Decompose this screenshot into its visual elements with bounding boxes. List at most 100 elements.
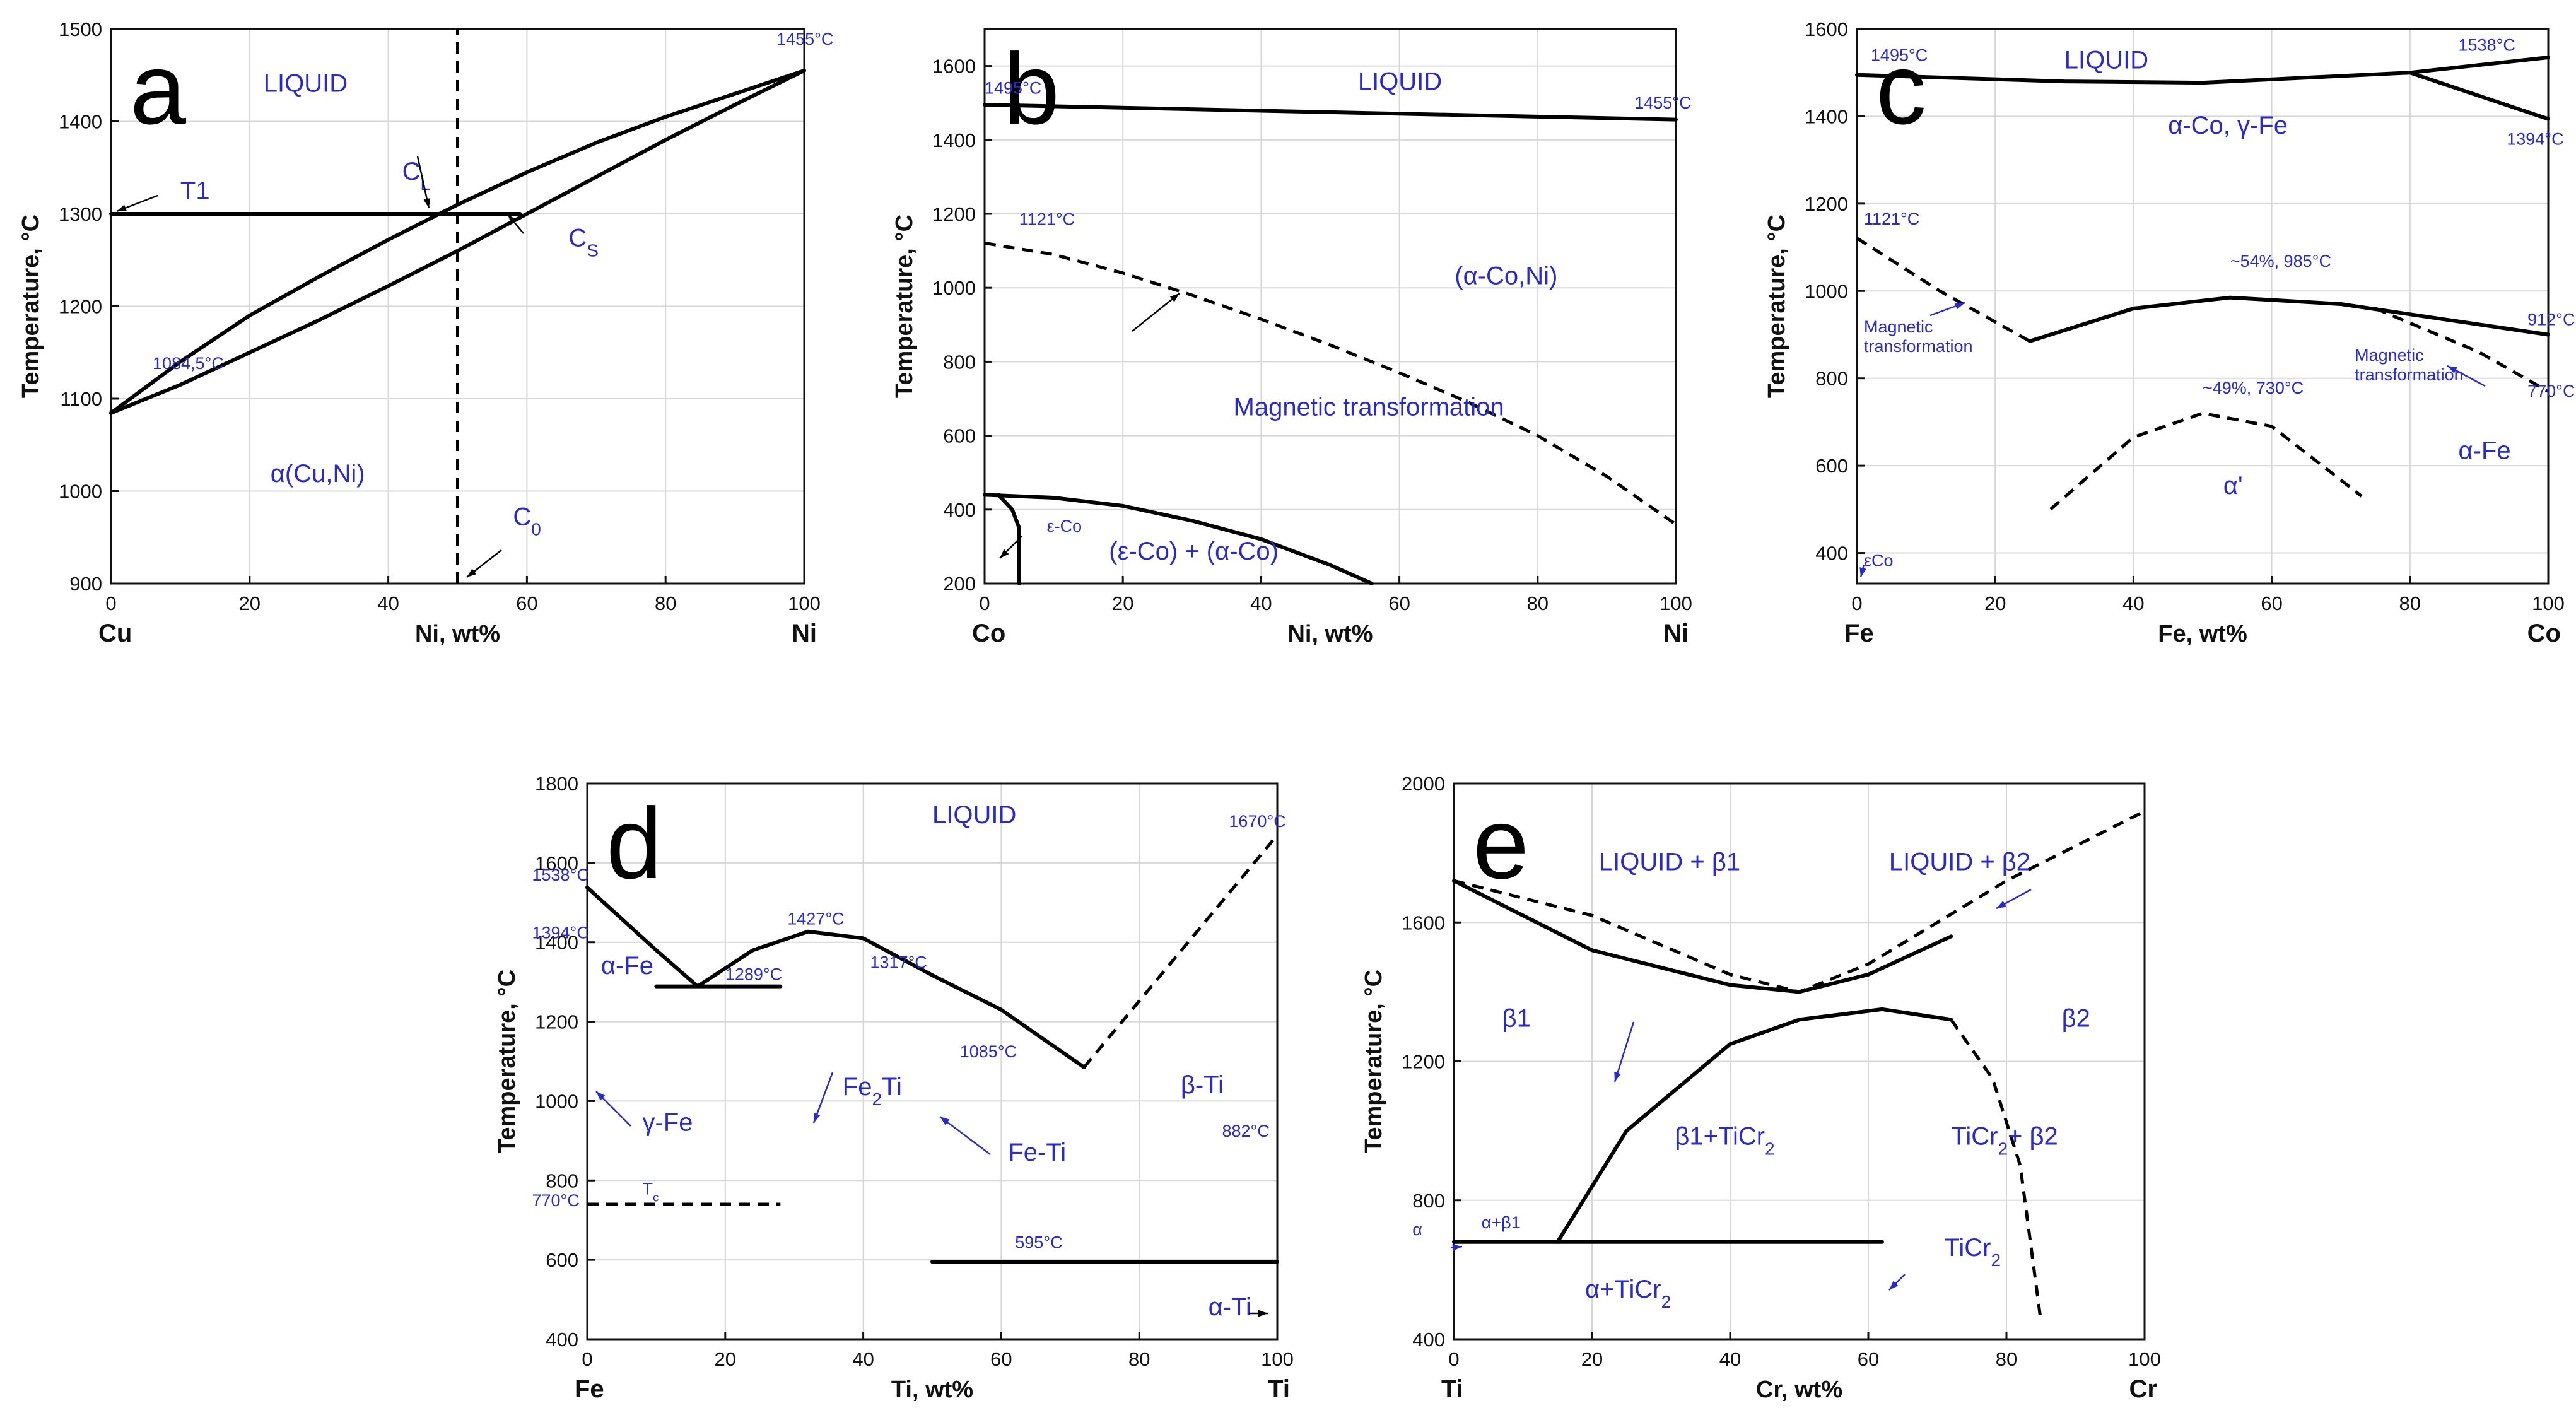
arrow-head — [1859, 567, 1866, 577]
arrow-head — [1452, 1244, 1462, 1252]
annotation-label: 1317°C — [870, 953, 927, 972]
annotation-text: LIQUID + β2 — [1889, 848, 2030, 876]
annotation-label: Magnetic — [2355, 346, 2424, 365]
arrow-head — [1955, 302, 1965, 310]
annotation-label: α+TiCr2 — [1585, 1276, 1671, 1311]
arrow-head — [1996, 900, 2006, 908]
y-tick-label: 1200 — [1805, 193, 1848, 215]
annotation-text: 1495°C — [1871, 46, 1928, 65]
annotation-subscript: S — [587, 240, 599, 260]
annotation-label: 770°C — [532, 1191, 579, 1210]
annotation-text: 882°C — [1222, 1122, 1269, 1141]
y-tick-label: 1600 — [1805, 18, 1848, 40]
y-tick-label: 1400 — [1805, 105, 1848, 127]
x-tick-label: 100 — [1660, 592, 1692, 614]
y-tick-label: 800 — [1412, 1190, 1445, 1212]
chart-panel-c: 0 20 40 60 80 100 400 600 800 1000 1200 1400 1600 Fe,… — [1764, 18, 2575, 647]
x-tick-label: 60 — [1388, 592, 1410, 614]
annotation-label: (ε-Co) + (α-Co) — [1109, 537, 1279, 565]
y-axis-title: Temperature, °C — [1764, 214, 1790, 398]
annotation-label: α(Cu,Ni) — [271, 460, 365, 488]
annotation-text: β1+TiCr — [1675, 1123, 1765, 1151]
annotation-label: LIQUID + β1 — [1599, 848, 1740, 876]
series-ordering — [2049, 411, 2363, 511]
annotation-text: 1317°C — [870, 953, 927, 972]
y-tick-label: 1000 — [59, 481, 102, 503]
x-axis-title: Ni, wt% — [415, 621, 500, 647]
y-tick-label: 1500 — [59, 18, 102, 40]
y-tick-label: 400 — [943, 499, 976, 521]
series-liquidus — [585, 885, 1086, 1069]
x-tick-label: 0 — [105, 592, 116, 614]
annotation-text: 1670°C — [1229, 812, 1285, 831]
annotation-text: γ-Fe — [643, 1109, 693, 1137]
arrow-head — [1000, 549, 1009, 558]
x-tick-label: 0 — [582, 1348, 592, 1370]
x-tick-label: 40 — [377, 592, 399, 614]
right-element-label: Co — [2527, 619, 2561, 647]
series-ti-liquidus — [1082, 834, 1279, 1069]
series-ticr2-dome — [1555, 1007, 1953, 1244]
annotation-label: transformation — [1864, 337, 1973, 356]
annotation-label: γ-Fe — [643, 1109, 693, 1137]
annotation-text: 1085°C — [960, 1042, 1017, 1061]
annotation-label: α+β1 — [1482, 1213, 1521, 1232]
left-element-label: Co — [972, 619, 1005, 647]
annotation-label: β2 — [2062, 1004, 2090, 1032]
annotation-text: 1394°C — [532, 923, 588, 942]
annotation-text: (ε-Co) + (α-Co) — [1109, 537, 1279, 565]
annotation-text: α+TiCr — [1585, 1276, 1661, 1303]
y-tick-label: 1200 — [535, 1011, 578, 1033]
series-fe-boundary — [2408, 71, 2550, 121]
annotation-subscript: 2 — [872, 1089, 882, 1108]
annotation-subscript: 2 — [1991, 1250, 2001, 1269]
annotation-label: εCo — [1864, 551, 1894, 570]
arrow-head — [2447, 366, 2457, 373]
x-tick-label: 100 — [2532, 592, 2565, 614]
annotation-text: 1538°C — [532, 865, 588, 884]
y-tick-label: 400 — [1815, 543, 1848, 565]
annotation-text: T1 — [180, 177, 210, 205]
y-tick-label: 400 — [546, 1329, 578, 1351]
annotation-label: Magnetic — [1864, 317, 1933, 336]
chart-panel-d: 0 20 40 60 80 100 400 600 800 1000 1200 1400 1600 180… — [494, 773, 1294, 1403]
y-tick-label: 1000 — [1805, 280, 1848, 302]
annotation-label: 1495°C — [985, 79, 1041, 98]
annotation-label: α' — [2223, 472, 2243, 500]
annotation-text: LIQUID — [932, 801, 1016, 829]
arrow-head — [814, 1113, 821, 1123]
annotation-subscript: c — [653, 1191, 659, 1204]
annotation-label: transformation — [2355, 365, 2464, 384]
y-tick-label: 200 — [943, 573, 976, 595]
x-tick-label: 80 — [2399, 592, 2421, 614]
annotation-text: β2 — [2062, 1004, 2090, 1032]
annotation-label: T1 — [180, 177, 210, 205]
series-liquidus — [983, 103, 1678, 122]
annotation-label: 1084,5°C — [153, 354, 224, 373]
annotation-label: α-Ti — [1209, 1293, 1251, 1321]
annotation-subscript: 2 — [1661, 1291, 1671, 1311]
left-element-label: Cu — [98, 619, 132, 647]
x-tick-label: 100 — [2128, 1348, 2161, 1370]
y-tick-label: 1400 — [59, 111, 102, 133]
annotation-text: C — [513, 503, 531, 531]
annotation-text: β1 — [1502, 1004, 1531, 1032]
y-tick-label: 1600 — [1402, 912, 1445, 934]
annotation-text: 1538°C — [2459, 36, 2515, 55]
plot-frame — [983, 28, 1677, 585]
annotation-text: 1289°C — [725, 965, 782, 983]
plot-frame — [1453, 782, 2146, 1341]
x-tick-label: 40 — [2122, 592, 2144, 614]
y-tick-label: 1000 — [535, 1090, 578, 1112]
annotation-label: Fe-Ti — [1008, 1139, 1066, 1166]
annotation-text: transformation — [2355, 365, 2464, 384]
annotation-text: α — [1412, 1220, 1422, 1239]
annotation-text: 1495°C — [985, 79, 1041, 98]
annotation-label: 1495°C — [1871, 46, 1928, 65]
annotation-label: α-Fe — [601, 952, 653, 980]
x-tick-label: 100 — [1261, 1348, 1294, 1370]
series-boundary — [2028, 295, 2550, 343]
y-tick-label: 400 — [1412, 1329, 1445, 1351]
right-element-label: Cr — [2129, 1375, 2157, 1403]
annotation-label: Magnetic transformation — [1234, 393, 1504, 421]
